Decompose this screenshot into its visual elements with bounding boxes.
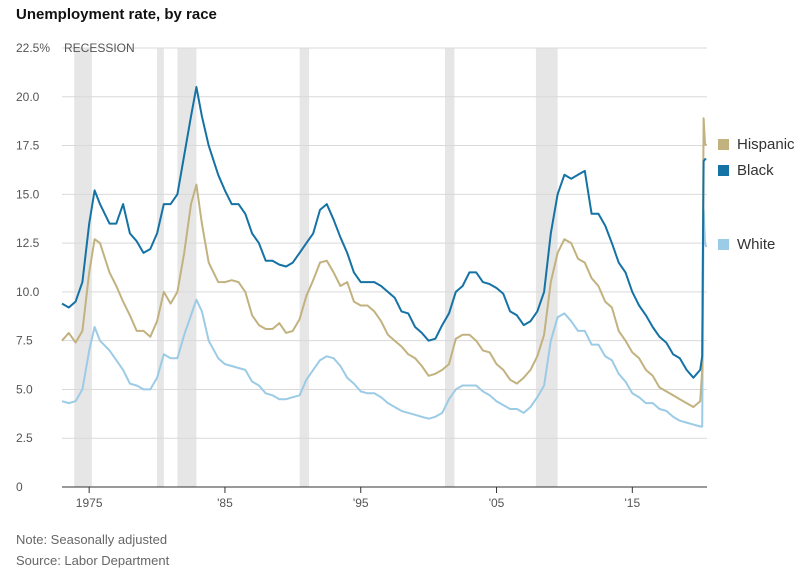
series-line-black [61,86,707,379]
x-tick-label: '95 [353,496,369,510]
recession-label: RECESSION [64,41,135,55]
legend-label-hispanic: Hispanic [737,135,795,153]
x-tick-label: '15 [624,496,640,510]
y-tick-label: 15.0 [16,187,40,201]
y-tick-label: 5.0 [16,382,33,396]
series-line-hispanic [61,117,708,408]
recession-band-0 [74,48,92,487]
recession-band-4 [444,48,455,487]
x-tick-label: '85 [217,496,233,510]
y-tick-label: 22.5% [16,41,50,55]
legend-swatch-white [718,238,729,250]
y-tick-label: 0 [16,480,23,494]
recession-band-1 [157,48,164,487]
recession-band-3 [299,48,310,487]
x-tick-label: '05 [489,496,505,510]
legend-item-hispanic[interactable]: Hispanic [718,131,795,157]
x-tick-label: 1975 [76,496,103,510]
legend-item-white[interactable]: White [718,231,775,257]
y-tick-label: 7.5 [16,334,33,348]
legend-swatch-black [718,164,729,176]
y-tick-label: 20.0 [16,90,40,104]
y-tick-label: 12.5 [16,236,40,250]
legend-swatch-hispanic [718,138,729,150]
chart-title: Unemployment rate, by race [16,6,217,23]
y-tick-label: 10.0 [16,285,40,299]
legend-label-black: Black [737,161,774,179]
legend-item-black[interactable]: Black [718,157,774,183]
source-text: Source: Labor Department [16,553,170,568]
recession-band-2 [177,48,197,487]
y-tick-label: 2.5 [16,431,33,445]
legend-label-white: White [737,235,776,253]
y-tick-label: 17.5 [16,139,40,153]
note-text: Note: Seasonally adjusted [16,532,168,547]
series-line-white [61,208,708,428]
